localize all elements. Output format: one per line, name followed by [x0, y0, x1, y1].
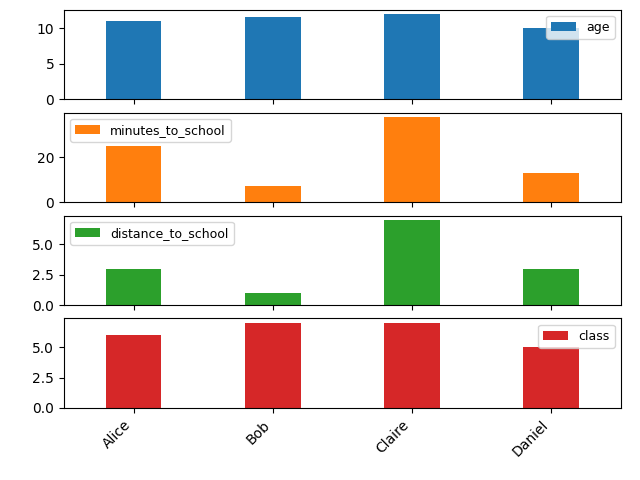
Bar	[524, 173, 579, 202]
Bar	[384, 220, 440, 305]
Bar	[106, 335, 161, 408]
Bar	[524, 268, 579, 305]
Bar	[245, 293, 301, 305]
Legend: minutes_to_school: minutes_to_school	[70, 119, 231, 142]
Bar	[245, 186, 301, 202]
Bar	[524, 28, 579, 99]
Bar	[245, 323, 301, 408]
Bar	[524, 347, 579, 408]
Legend: distance_to_school: distance_to_school	[70, 222, 234, 245]
Bar	[106, 21, 161, 99]
Legend: class: class	[538, 325, 614, 348]
Bar	[245, 17, 301, 99]
Bar	[384, 323, 440, 408]
Bar	[106, 146, 161, 202]
Bar	[106, 268, 161, 305]
Legend: age: age	[546, 16, 614, 39]
Bar	[384, 117, 440, 202]
Bar	[384, 14, 440, 99]
